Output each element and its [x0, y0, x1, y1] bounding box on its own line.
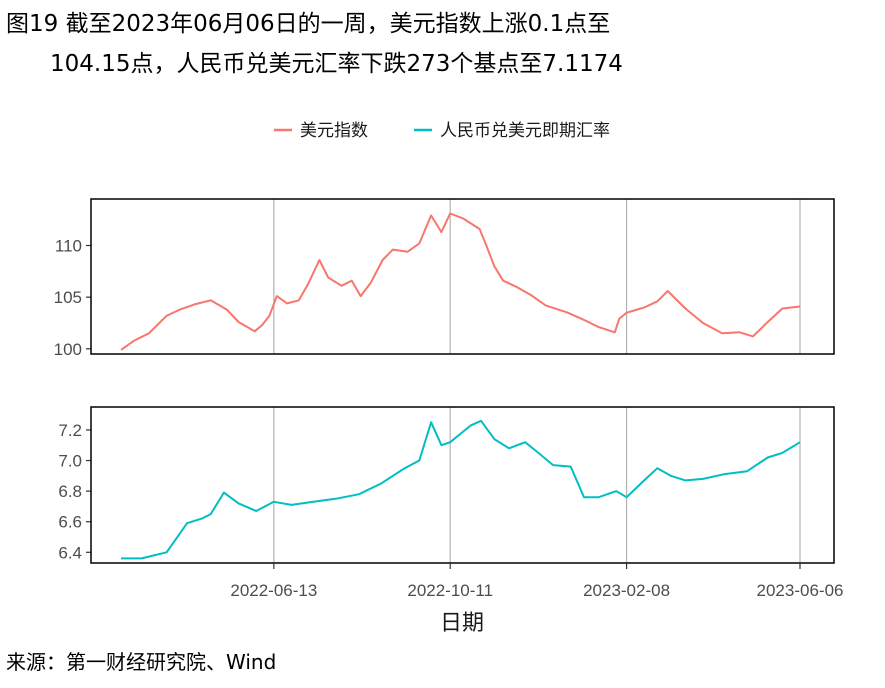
panel-dxy: 100 105 110 — [54, 198, 835, 359]
y-tick-label: 6.8 — [58, 482, 82, 501]
legend-label-dxy: 美元指数 — [300, 121, 368, 141]
chart-title-line1: 图19 截至2023年06月06日的一周，美元指数上涨0.1点至 — [6, 11, 611, 37]
x-axis: 2022-06-13 2022-10-11 2023-02-08 2023-06-06 — [230, 563, 843, 600]
legend: 美元指数 人民币兑美元即期汇率 — [274, 121, 610, 141]
panel-cny: 6.4 6.6 6.8 7.0 7.2 — [58, 406, 835, 564]
legend-label-cny: 人民币兑美元即期汇率 — [440, 121, 610, 141]
y-tick-label: 105 — [54, 288, 82, 307]
panel-cny-frame — [90, 406, 835, 564]
y-tick-label: 110 — [55, 237, 82, 256]
y-tick-label: 100 — [54, 340, 82, 359]
y-tick-label: 7.2 — [58, 421, 82, 440]
x-tick-label: 2023-06-06 — [757, 581, 844, 600]
y-tick-label: 6.6 — [58, 513, 82, 532]
x-axis-title: 日期 — [440, 611, 484, 636]
series-line-dxy — [120, 212, 801, 351]
y-tick-label: 6.4 — [58, 543, 82, 562]
chart-title-line2: 104.15点，人民币兑美元汇率下跌273个基点至7.1174 — [50, 51, 623, 77]
x-tick-label: 2023-02-08 — [583, 581, 670, 600]
y-tick-label: 7.0 — [58, 452, 82, 471]
x-tick-label: 2022-06-13 — [230, 581, 317, 600]
x-tick-label: 2022-10-11 — [407, 581, 493, 600]
source-note: 来源：第一财经研究院、Wind — [6, 650, 277, 674]
series-line-cny — [121, 419, 801, 560]
panel-dxy-frame — [90, 198, 835, 355]
